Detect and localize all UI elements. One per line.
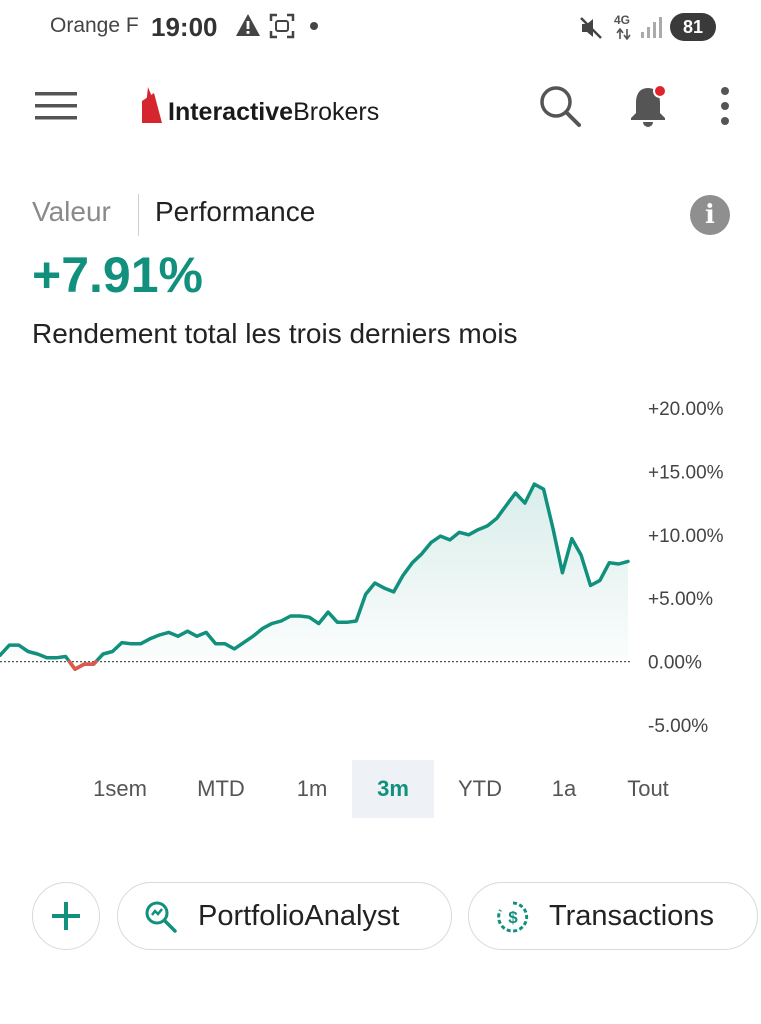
range-ytd[interactable]: YTD — [458, 776, 502, 801]
menu-icon[interactable] — [35, 90, 77, 122]
logo-bold-text: Interactive — [168, 98, 294, 126]
range-tout[interactable]: Tout — [627, 776, 669, 801]
app-bar — [0, 70, 761, 142]
plus-icon — [52, 902, 80, 930]
transactions-button[interactable]: $ Transactions — [468, 882, 758, 950]
tab-valeur[interactable]: Valeur — [32, 196, 111, 227]
analytics-search-icon — [145, 901, 177, 933]
network-type: 4G — [614, 13, 631, 27]
screenshot-icon — [269, 13, 295, 39]
transactions-label: Transactions — [549, 900, 714, 932]
notification-bell-icon[interactable] — [628, 84, 670, 128]
portfolio-analyst-button[interactable]: PortfolioAnalyst — [117, 882, 452, 950]
tab-performance[interactable]: Performance — [155, 196, 316, 227]
performance-line — [0, 482, 630, 671]
y-tick-label: 0.00% — [648, 653, 702, 674]
add-button[interactable] — [32, 882, 100, 950]
range-1a[interactable]: 1a — [551, 776, 577, 801]
y-tick-label: +15.00% — [648, 462, 724, 483]
range-1sem[interactable]: 1sem — [93, 776, 147, 801]
data-arrows-icon — [616, 28, 631, 40]
performance-subtitle: Rendement total les trois derniers mois — [32, 318, 518, 349]
mute-icon — [580, 17, 602, 39]
signal-icon — [641, 17, 662, 38]
search-icon[interactable] — [538, 84, 582, 128]
logo-icon — [142, 87, 162, 123]
range-3m[interactable]: 3m — [352, 760, 434, 818]
transactions-icon: $ — [497, 901, 529, 933]
warning-icon — [236, 14, 260, 36]
performance-value: +7.91% — [32, 247, 203, 303]
performance-chart[interactable]: +20.00% +15.00% +10.00% +5.00% 0.00% -5.00% — [0, 390, 761, 740]
dot-icon — [310, 22, 318, 30]
performance-line-negative — [67, 659, 98, 671]
y-tick-label: +5.00% — [648, 589, 713, 610]
info-icon[interactable]: i — [690, 195, 730, 235]
y-tick-label: +10.00% — [648, 526, 724, 547]
status-bar: Orange F 19:00 4G 81 — [0, 0, 761, 56]
battery-indicator: 81 — [670, 13, 716, 41]
tab-divider — [138, 194, 139, 236]
portfolio-analyst-label: PortfolioAnalyst — [198, 900, 400, 932]
status-carrier: Orange F — [50, 14, 139, 37]
performance-area — [0, 484, 628, 670]
y-tick-label: +20.00% — [648, 399, 724, 420]
more-options-icon[interactable] — [719, 86, 731, 126]
status-time: 19:00 — [151, 12, 218, 42]
svg-text:$: $ — [508, 908, 518, 927]
range-mtd[interactable]: MTD — [197, 776, 245, 801]
y-tick-label: -5.00% — [648, 716, 708, 737]
range-1m[interactable]: 1m — [296, 776, 328, 801]
logo-light-text: Brokers — [293, 98, 380, 126]
app-logo: InteractiveBrokers — [168, 98, 379, 127]
time-range-selector: 1sem MTD 1m 3m YTD 1a Tout — [0, 760, 761, 818]
